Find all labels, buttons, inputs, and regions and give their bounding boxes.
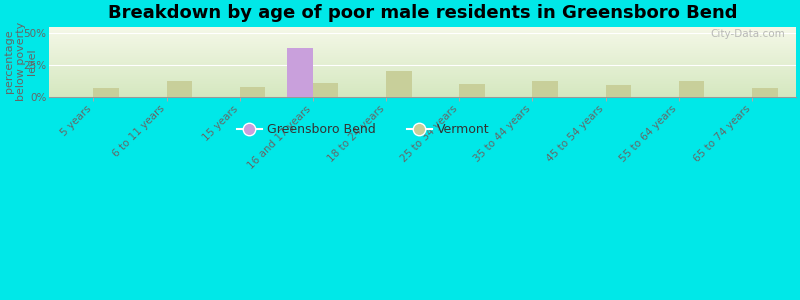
Bar: [287, 48, 313, 97]
Title: Breakdown by age of poor male residents in Greensboro Bend: Breakdown by age of poor male residents …: [108, 4, 738, 22]
Bar: [752, 88, 778, 97]
Bar: [386, 71, 412, 97]
Bar: [533, 81, 558, 97]
Bar: [313, 83, 338, 97]
Y-axis label: percentage
below poverty
level: percentage below poverty level: [4, 22, 38, 101]
Legend: Greensboro Bend, Vermont: Greensboro Bend, Vermont: [232, 118, 494, 141]
Bar: [240, 87, 266, 97]
Bar: [94, 88, 119, 97]
Bar: [606, 85, 631, 97]
Bar: [678, 81, 704, 97]
Bar: [459, 84, 485, 97]
Text: City-Data.com: City-Data.com: [710, 28, 785, 39]
Bar: [166, 81, 192, 97]
